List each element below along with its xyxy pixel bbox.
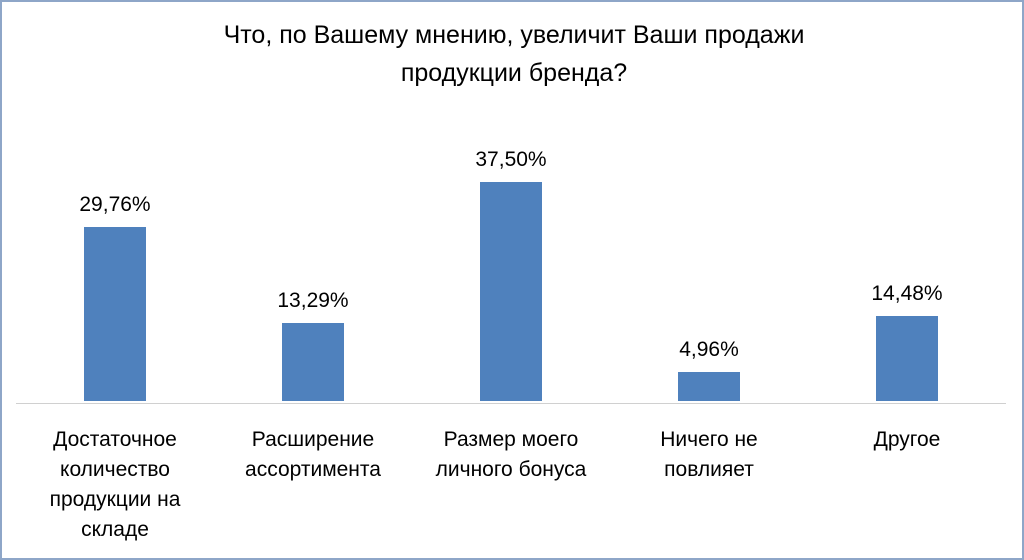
data-label: 37,50% xyxy=(475,148,547,171)
data-label: 13,29% xyxy=(277,289,349,313)
chart-title: Что, по Вашему мнению, увеличит Ваши про… xyxy=(223,21,805,87)
baseline xyxy=(16,403,1006,404)
bar xyxy=(876,316,938,401)
x-tick-label: Достаточное количество продукции на скла… xyxy=(49,428,181,541)
x-tick-label: Ничего не повлияет xyxy=(660,428,758,481)
x-tick-label: Размер моего личного бонуса xyxy=(435,428,587,481)
bar xyxy=(678,372,740,401)
x-tick-label: Расширение ассортимента xyxy=(245,428,381,481)
data-label: 29,76% xyxy=(79,193,151,217)
x-tick-label: Другое xyxy=(873,428,941,451)
data-label: 4,96% xyxy=(679,338,739,362)
data-label: 14,48% xyxy=(871,282,943,306)
bar xyxy=(84,227,146,401)
bar xyxy=(480,182,542,401)
bar xyxy=(282,323,344,401)
